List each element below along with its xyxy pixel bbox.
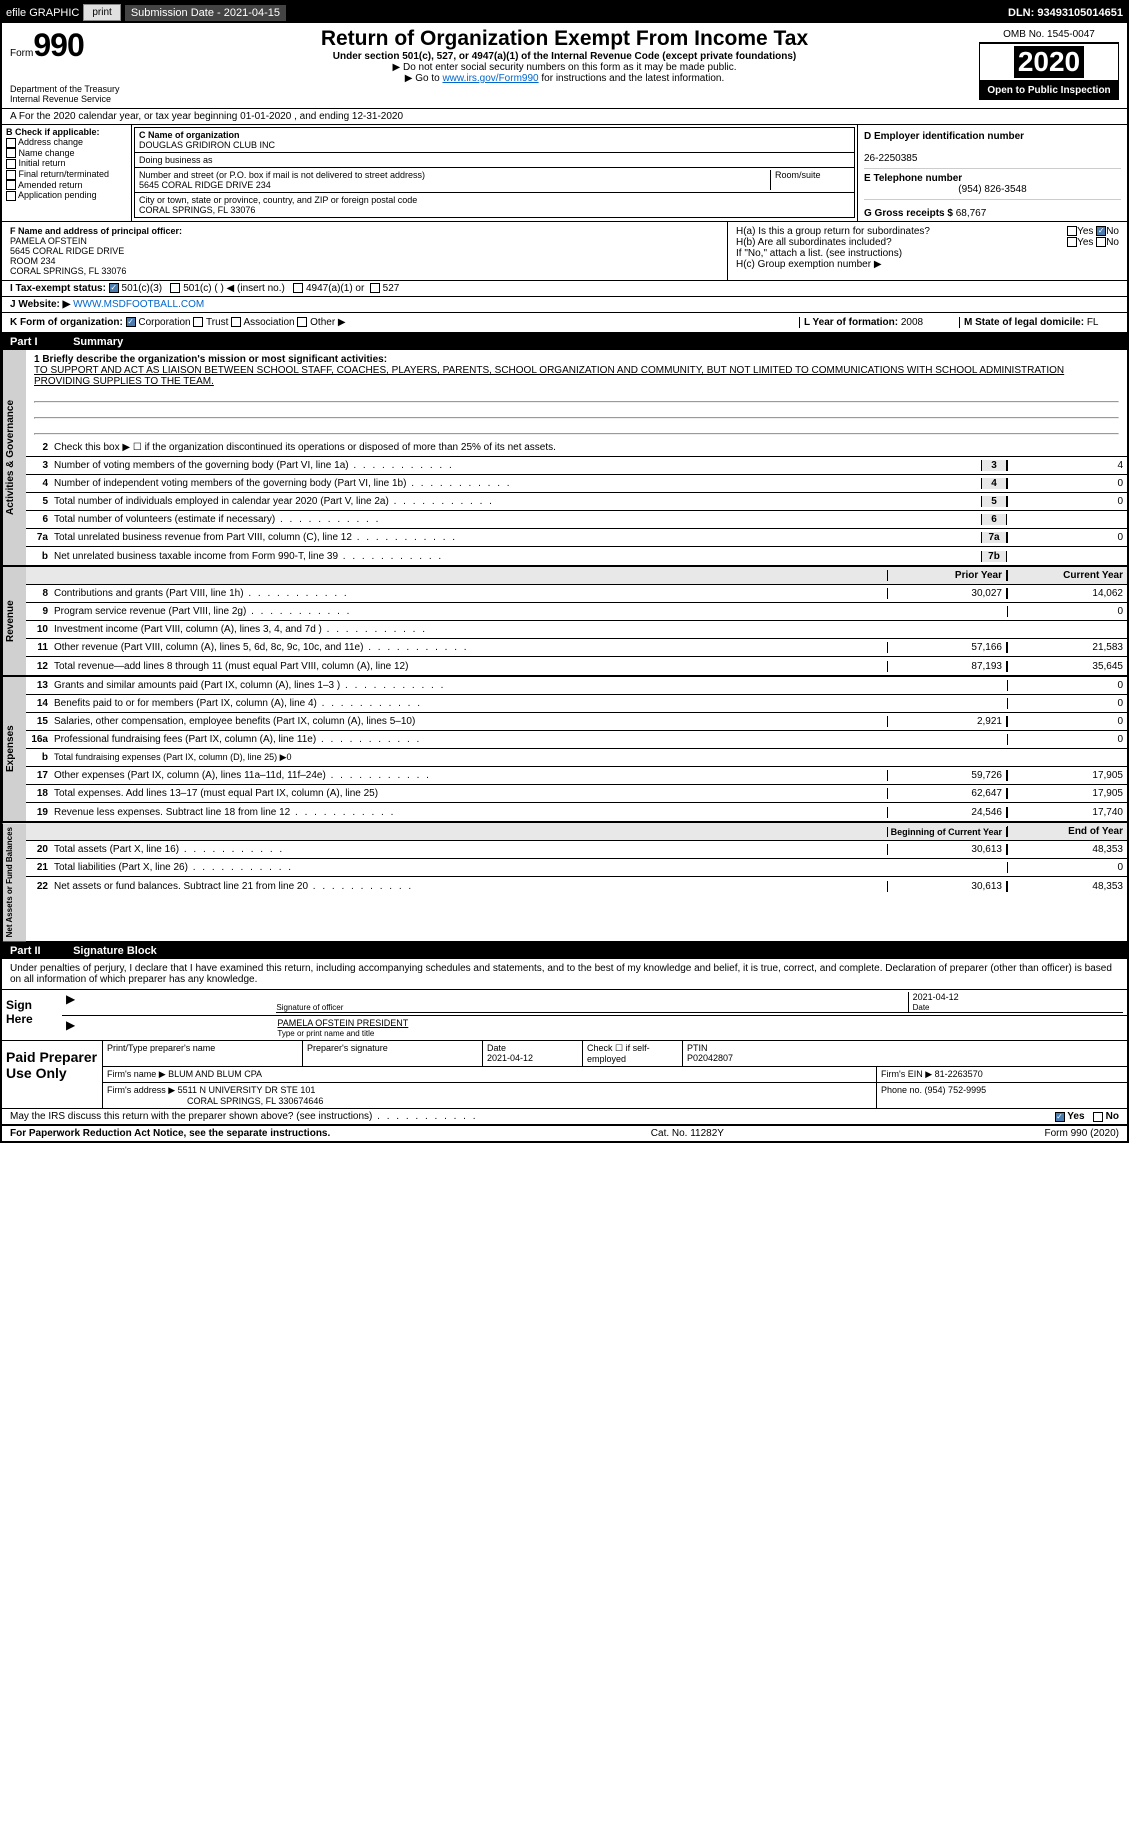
form-number: 990: [33, 27, 83, 63]
corp-checkbox[interactable]: [126, 317, 136, 327]
form-note2: ▶ Go to www.irs.gov/Form990 for instruct…: [158, 73, 971, 84]
discuss-row: May the IRS discuss this return with the…: [2, 1109, 1127, 1126]
exp-side-label: Expenses: [2, 677, 26, 821]
gov-row-7b: bNet unrelated business taxable income f…: [26, 547, 1127, 565]
part1-header: Part I Summary: [2, 334, 1127, 350]
final-return-checkbox[interactable]: [6, 170, 16, 180]
gov-row-2: 2Check this box ▶ ☐ if the organization …: [26, 439, 1127, 457]
trust-checkbox[interactable]: [193, 317, 203, 327]
4947-checkbox[interactable]: [293, 283, 303, 293]
rev-row-10: 10Investment income (Part VIII, column (…: [26, 621, 1127, 639]
city-row: City or town, state or province, country…: [135, 193, 854, 217]
form-header: Form990 Department of the Treasury Inter…: [2, 23, 1127, 109]
name-change-checkbox[interactable]: [6, 148, 16, 158]
exp-row-19: 19Revenue less expenses. Subtract line 1…: [26, 803, 1127, 821]
paid-preparer-block: Paid Preparer Use Only Print/Type prepar…: [2, 1041, 1127, 1109]
sign-here-block: Sign Here ▶ Signature of officer 2021-04…: [2, 990, 1127, 1041]
omb-number: OMB No. 1545-0047: [979, 27, 1119, 43]
form-subtitle: Under section 501(c), 527, or 4947(a)(1)…: [158, 51, 971, 62]
net-side-label: Net Assets or Fund Balances: [2, 823, 26, 941]
footer-row: For Paperwork Reduction Act Notice, see …: [2, 1126, 1127, 1141]
form-of-org-row: K Form of organization: Corporation Trus…: [2, 313, 1127, 334]
col-b-checkboxes: B Check if applicable: Address change Na…: [2, 125, 132, 221]
tax-exempt-status: I Tax-exempt status: 501(c)(3) 501(c) ( …: [2, 281, 1127, 297]
ha-no-checkbox[interactable]: [1096, 226, 1106, 236]
501c3-checkbox[interactable]: [109, 283, 119, 293]
gross-receipts-row: G Gross receipts $ 68,767: [864, 200, 1121, 219]
exp-row-15: 15Salaries, other compensation, employee…: [26, 713, 1127, 731]
application-pending-checkbox[interactable]: [6, 191, 16, 201]
open-to-public: Open to Public Inspection: [979, 81, 1119, 100]
form-word: Form: [10, 48, 33, 59]
gov-side-label: Activities & Governance: [2, 350, 26, 565]
discuss-no-checkbox[interactable]: [1093, 1112, 1103, 1122]
discuss-yes-checkbox[interactable]: [1055, 1112, 1065, 1122]
initial-return-checkbox[interactable]: [6, 159, 16, 169]
amended-return-checkbox[interactable]: [6, 180, 16, 190]
principal-officer: F Name and address of principal officer:…: [2, 222, 727, 280]
rev-row-8: 8Contributions and grants (Part VIII, li…: [26, 585, 1127, 603]
exp-row-14: 14Benefits paid to or for members (Part …: [26, 695, 1127, 713]
gov-row-7a: 7aTotal unrelated business revenue from …: [26, 529, 1127, 547]
rev-row-9: 9Program service revenue (Part VIII, lin…: [26, 603, 1127, 621]
mission-block: 1 Briefly describe the organization's mi…: [26, 350, 1127, 439]
exp-row-17: 17Other expenses (Part IX, column (A), l…: [26, 767, 1127, 785]
net-row-21: 21Total liabilities (Part X, line 26)0: [26, 859, 1127, 877]
hb-no-checkbox[interactable]: [1096, 237, 1106, 247]
group-return: H(a) Is this a group return for subordin…: [727, 222, 1127, 280]
rev-header: Prior YearCurrent Year: [26, 567, 1127, 585]
501c-checkbox[interactable]: [170, 283, 180, 293]
rev-row-11: 11Other revenue (Part VIII, column (A), …: [26, 639, 1127, 657]
rev-row-12: 12Total revenue—add lines 8 through 11 (…: [26, 657, 1127, 675]
declaration: Under penalties of perjury, I declare th…: [2, 959, 1127, 990]
dln: DLN: 93493105014651: [1008, 7, 1123, 19]
submission-date-label: Submission Date - 2021-04-15: [125, 5, 286, 21]
ha-yes-checkbox[interactable]: [1067, 226, 1077, 236]
ein-row: D Employer identification number 26-2250…: [864, 127, 1121, 169]
website-row: J Website: ▶ WWW.MSDFOOTBALL.COM: [2, 297, 1127, 313]
form-title: Return of Organization Exempt From Incom…: [158, 27, 971, 51]
527-checkbox[interactable]: [370, 283, 380, 293]
website-link[interactable]: WWW.MSDFOOTBALL.COM: [73, 299, 204, 310]
rev-side-label: Revenue: [2, 567, 26, 675]
net-row-22: 22Net assets or fund balances. Subtract …: [26, 877, 1127, 895]
other-checkbox[interactable]: [297, 317, 307, 327]
form-note1: ▶ Do not enter social security numbers o…: [158, 62, 971, 73]
address-change-checkbox[interactable]: [6, 138, 16, 148]
dba-row: Doing business as: [135, 153, 854, 168]
exp-row-16a: 16aProfessional fundraising fees (Part I…: [26, 731, 1127, 749]
part2-header: Part II Signature Block: [2, 943, 1127, 959]
exp-row-18: 18Total expenses. Add lines 13–17 (must …: [26, 785, 1127, 803]
phone-row: E Telephone number (954) 826-3548: [864, 169, 1121, 200]
print-button[interactable]: print: [83, 4, 120, 21]
exp-row-16b: bTotal fundraising expenses (Part IX, co…: [26, 749, 1127, 767]
gov-row-6: 6Total number of volunteers (estimate if…: [26, 511, 1127, 529]
hb-yes-checkbox[interactable]: [1067, 237, 1077, 247]
address-row: Number and street (or P.O. box if mail i…: [135, 168, 854, 193]
efile-label: efile GRAPHIC: [6, 7, 79, 19]
gov-row-5: 5Total number of individuals employed in…: [26, 493, 1127, 511]
exp-row-13: 13Grants and similar amounts paid (Part …: [26, 677, 1127, 695]
assoc-checkbox[interactable]: [231, 317, 241, 327]
line-a: A For the 2020 calendar year, or tax yea…: [2, 109, 1127, 125]
gov-row-4: 4Number of independent voting members of…: [26, 475, 1127, 493]
gov-row-3: 3Number of voting members of the governi…: [26, 457, 1127, 475]
tax-year: 2020: [1014, 46, 1084, 78]
top-bar: efile GRAPHIC print Submission Date - 20…: [2, 2, 1127, 23]
net-row-20: 20Total assets (Part X, line 16)30,61348…: [26, 841, 1127, 859]
net-header: Beginning of Current YearEnd of Year: [26, 823, 1127, 841]
department: Department of the Treasury Internal Reve…: [10, 84, 150, 104]
org-name-row: C Name of organization DOUGLAS GRIDIRON …: [135, 128, 854, 153]
irs-link[interactable]: www.irs.gov/Form990: [442, 73, 538, 84]
